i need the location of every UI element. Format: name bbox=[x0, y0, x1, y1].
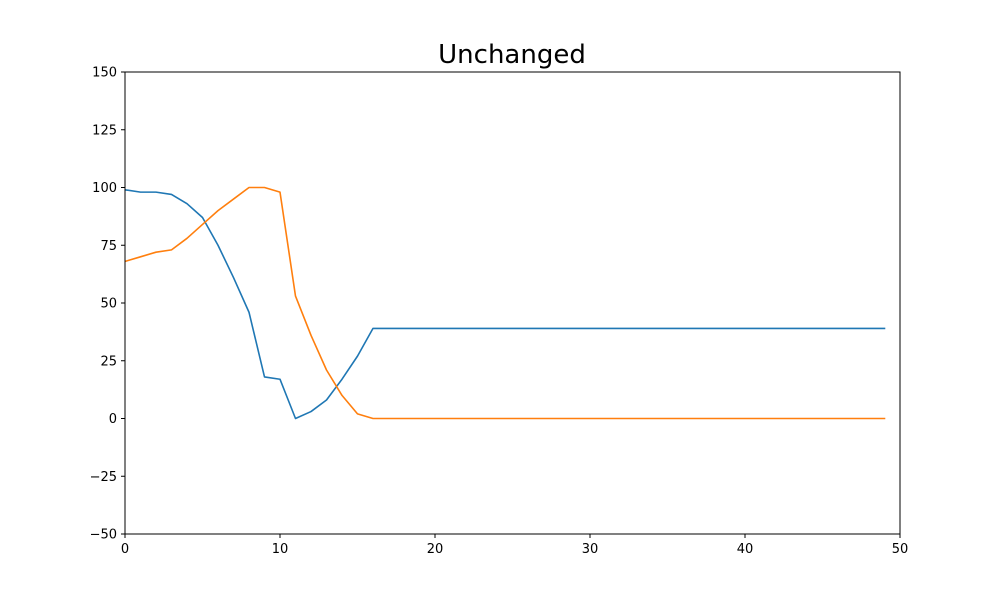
series-line-1 bbox=[125, 189, 886, 420]
x-tick-label: 40 bbox=[737, 542, 754, 557]
y-tick-label: 25 bbox=[100, 354, 117, 369]
axes-layer: 0 10 20 30 40 50 −50 −25 0 25 50 75 100 125 150 bbox=[90, 66, 909, 558]
x-tick-label: 10 bbox=[272, 542, 289, 557]
y-tick-label: 50 bbox=[100, 297, 117, 312]
x-tick-label: 0 bbox=[121, 542, 129, 557]
y-tick-label: 100 bbox=[92, 181, 117, 196]
x-tick-label: 50 bbox=[892, 542, 909, 557]
series-layer bbox=[125, 186, 886, 420]
y-tick-label: 0 bbox=[109, 412, 117, 427]
series-line-2 bbox=[125, 186, 886, 420]
x-tick-label: 30 bbox=[582, 542, 599, 557]
chart-title: Unchanged bbox=[438, 40, 586, 70]
x-tick-label: 20 bbox=[427, 542, 444, 557]
y-tick-label: 125 bbox=[92, 123, 117, 138]
y-tick-label: −25 bbox=[90, 470, 117, 485]
y-tick-label: −50 bbox=[90, 528, 117, 543]
y-tick-label: 150 bbox=[92, 66, 117, 81]
y-tick-label: 75 bbox=[100, 239, 117, 254]
